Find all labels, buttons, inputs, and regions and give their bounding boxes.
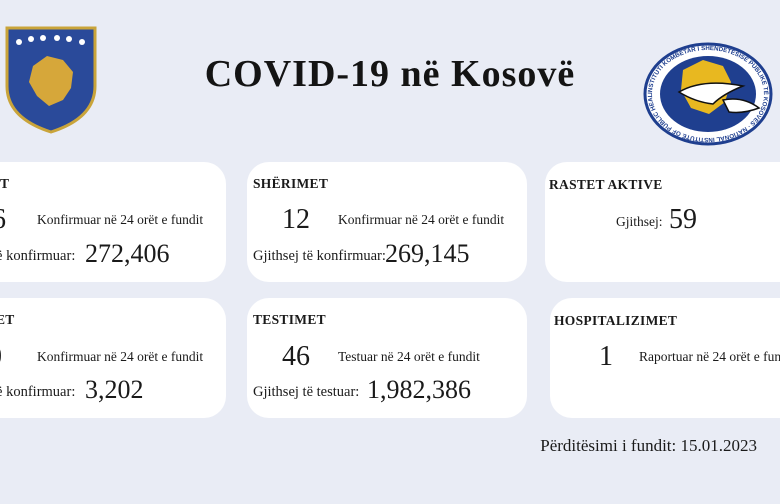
total-count: 1,982,386 (367, 375, 471, 404)
card-confirmed-cases: T 6 Konfirmuar në 24 orët e fundit të ko… (0, 162, 226, 282)
total-label: Gjithsej: (616, 214, 663, 229)
total-label: Gjithsej të testuar: (253, 384, 360, 400)
card-active-cases: RASTET AKTIVE Gjithsej: 59 (545, 162, 780, 282)
card-title: SHËRIMET (253, 176, 329, 191)
card-title: HOSPITALIZIMET (554, 313, 678, 328)
daily-label: Konfirmuar në 24 orët e fundit (37, 212, 204, 227)
total-count: 59 (669, 204, 697, 235)
card-recoveries: SHËRIMET 12 Konfirmuar në 24 orët e fund… (247, 162, 527, 282)
card-tests: TESTIMET 46 Testuar në 24 orët e fundit … (247, 298, 527, 418)
kosovo-coat-of-arms-logo (5, 26, 97, 139)
total-label: të konfirmuar: (0, 384, 76, 400)
total-count: 3,202 (85, 375, 144, 404)
daily-label: Konfirmuar në 24 orët e fundit (338, 212, 505, 227)
card-title: RASTET AKTIVE (549, 177, 663, 192)
total-label: të konfirmuar: (0, 248, 76, 264)
niph-kosovo-logo: INSTITUTI KOMBËTAR I SHËNDETËSISË PUBLIK… (641, 37, 773, 151)
daily-label: Raportuar në 24 orët e fundit (639, 349, 780, 364)
card-deaths: ET 0 Konfirmuar në 24 orët e fundit të k… (0, 298, 226, 418)
card-title: TESTIMET (253, 312, 326, 327)
total-count: 269,145 (385, 239, 470, 268)
daily-label: Testuar në 24 orët e fundit (338, 349, 480, 364)
card-title: ET (0, 312, 15, 327)
last-updated: Përditësimi i fundit: 15.01.2023 (540, 436, 757, 455)
daily-label: Konfirmuar në 24 orët e fundit (37, 349, 204, 364)
page-title: COVID-19 në Kosovë (204, 53, 576, 95)
daily-count: 0 (0, 341, 2, 373)
daily-count: 46 (282, 341, 310, 372)
daily-count: 12 (282, 204, 310, 235)
total-count: 272,406 (85, 239, 170, 268)
total-label: Gjithsej të konfirmuar: (253, 248, 386, 264)
daily-count: 1 (599, 341, 613, 372)
daily-count: 6 (0, 204, 6, 236)
card-title: T (0, 176, 10, 191)
card-hospitalizations: HOSPITALIZIMET 1 Raportuar në 24 orët e … (550, 298, 780, 418)
